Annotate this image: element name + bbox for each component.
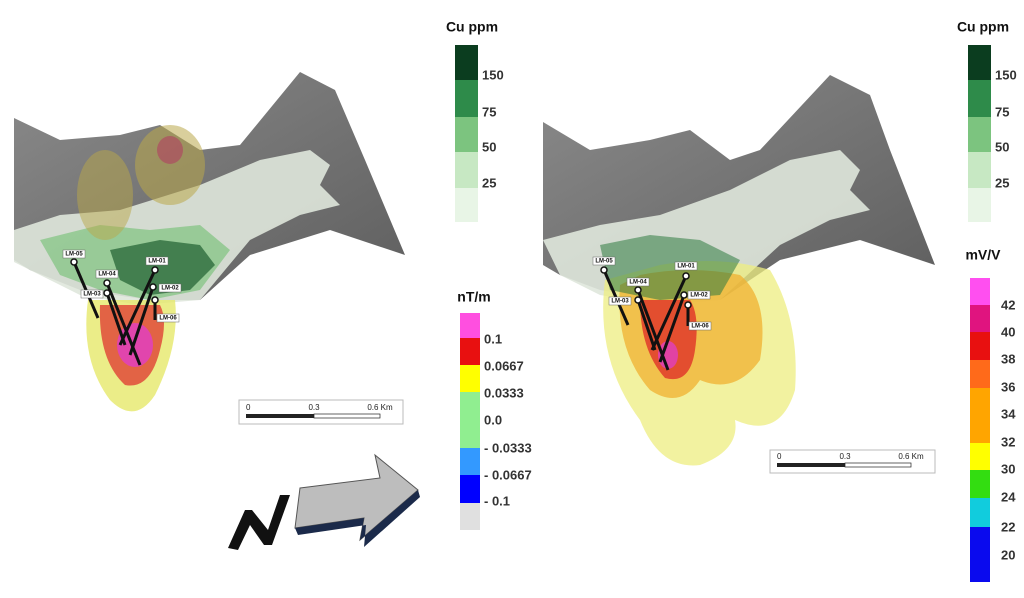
ip-legend xyxy=(970,278,990,582)
legend-label: 0.0667 xyxy=(484,358,524,373)
drill-label: LM-05 xyxy=(65,252,83,258)
legend-label: 50 xyxy=(995,139,1009,154)
legend-label: 150 xyxy=(995,67,1017,82)
legend-label: 25 xyxy=(482,175,496,190)
mag-legend xyxy=(460,313,480,530)
legend-label: - 0.1 xyxy=(484,493,510,508)
drill-collar xyxy=(682,272,690,280)
drill-label: LM-04 xyxy=(629,280,647,286)
legend-label: 0.0 xyxy=(484,412,502,427)
legend-label: 38 xyxy=(1001,351,1015,366)
cu-legend-right xyxy=(968,45,991,222)
drill-collar xyxy=(634,296,642,304)
legend-label: 30 xyxy=(1001,461,1015,476)
drill-label-box xyxy=(80,289,104,299)
drill-label-box xyxy=(688,321,712,331)
drill-collar xyxy=(70,258,78,266)
legend-label: 0.1 xyxy=(484,331,502,346)
legend-label: 34 xyxy=(1001,406,1016,421)
scale-label: 0.3 xyxy=(308,403,320,412)
scale-label: 0 xyxy=(777,452,782,461)
legend-label: 36 xyxy=(1001,379,1015,394)
legend-label: 50 xyxy=(482,139,496,154)
north-arrow xyxy=(228,453,420,550)
legend-title: nT/m xyxy=(457,289,490,305)
legend-title: Cu ppm xyxy=(957,19,1009,35)
drill-label-box xyxy=(687,290,711,300)
legend-label: 24 xyxy=(1001,489,1016,504)
scale-label: 0.3 xyxy=(839,452,851,461)
drill-label-box xyxy=(608,296,632,306)
drill-collar xyxy=(600,266,608,274)
legend-label: 32 xyxy=(1001,434,1015,449)
drill-label: LM-04 xyxy=(98,272,116,278)
drill-label-box xyxy=(145,256,169,266)
drill-collar xyxy=(103,279,111,287)
legend-label: 75 xyxy=(995,104,1009,119)
drill-label: LM-03 xyxy=(611,299,629,305)
scale-label: 0 xyxy=(246,403,251,412)
drill-label-box xyxy=(156,313,180,323)
drill-label-box xyxy=(626,277,650,287)
drill-label: LM-06 xyxy=(159,316,177,322)
legend-label: 0.0333 xyxy=(484,385,524,400)
legend-label: 22 xyxy=(1001,519,1015,534)
drill-collar xyxy=(103,289,111,297)
legend-label: 42 xyxy=(1001,297,1015,312)
drill-label: LM-01 xyxy=(148,259,166,265)
legend-label: - 0.0667 xyxy=(484,467,532,482)
right-model xyxy=(543,75,936,474)
drill-collar xyxy=(680,291,688,299)
scale-label: 0.6 Km xyxy=(898,452,924,461)
drill-label: LM-06 xyxy=(691,324,709,330)
drill-collar xyxy=(684,301,692,309)
legend-title: mV/V xyxy=(965,247,1001,263)
drill-collar xyxy=(151,296,159,304)
drill-label-box xyxy=(62,249,86,259)
scale-label: 0.6 Km xyxy=(367,403,393,412)
drill-label-box xyxy=(674,261,698,271)
left-model xyxy=(14,72,405,425)
drill-label: LM-01 xyxy=(677,264,695,270)
drill-label: LM-02 xyxy=(690,293,708,299)
legend-title: Cu ppm xyxy=(446,19,498,35)
legend-label: 150 xyxy=(482,67,504,82)
drill-label: LM-02 xyxy=(161,286,179,292)
drill-label: LM-03 xyxy=(83,292,101,298)
drill-label-box xyxy=(95,269,119,279)
drill-collar xyxy=(151,266,159,274)
legend-label: 25 xyxy=(995,175,1009,190)
drill-label-box xyxy=(592,256,616,266)
drill-collar xyxy=(634,286,642,294)
legend-label: - 0.0333 xyxy=(484,440,532,455)
drill-collar xyxy=(149,283,157,291)
drill-label-box xyxy=(158,283,182,293)
legend-label: 20 xyxy=(1001,547,1015,562)
legend-label: 40 xyxy=(1001,324,1015,339)
drill-label: LM-05 xyxy=(595,259,613,265)
legend-label: 75 xyxy=(482,104,496,119)
cu-legend-left xyxy=(455,45,478,222)
